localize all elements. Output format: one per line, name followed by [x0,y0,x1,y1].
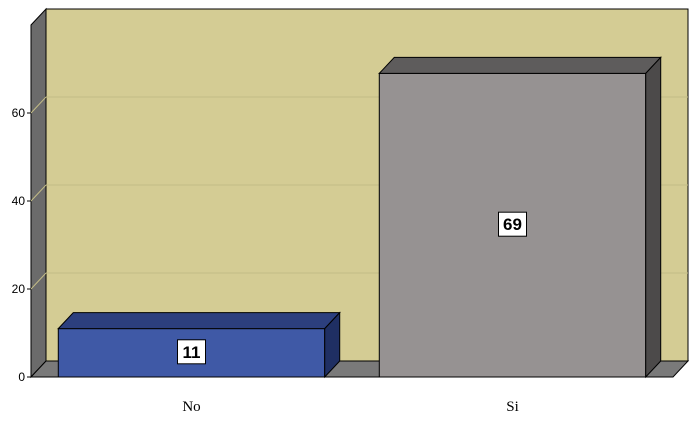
bar-top-no [57,312,341,330]
bar-side-si [645,56,662,379]
gridline-wall [30,272,47,290]
bar-top-si [378,56,662,74]
chart-labels: 0 20 40 60 11 No 69 Si [12,106,527,415]
data-label-box [498,211,527,237]
data-label-box [177,339,206,365]
y-tick-label: 40 [12,194,26,208]
gridline-wall [30,96,47,114]
x-category-label: Si [506,399,519,415]
data-label: 11 [183,343,201,362]
data-label: 69 [503,215,522,234]
x-category-label: No [182,399,200,415]
y-tick-label: 20 [12,282,26,296]
y-tick-label: 0 [18,370,25,384]
y-tick-label: 60 [12,106,26,120]
bar-side-no [324,311,341,379]
gridline-wall [30,184,47,202]
